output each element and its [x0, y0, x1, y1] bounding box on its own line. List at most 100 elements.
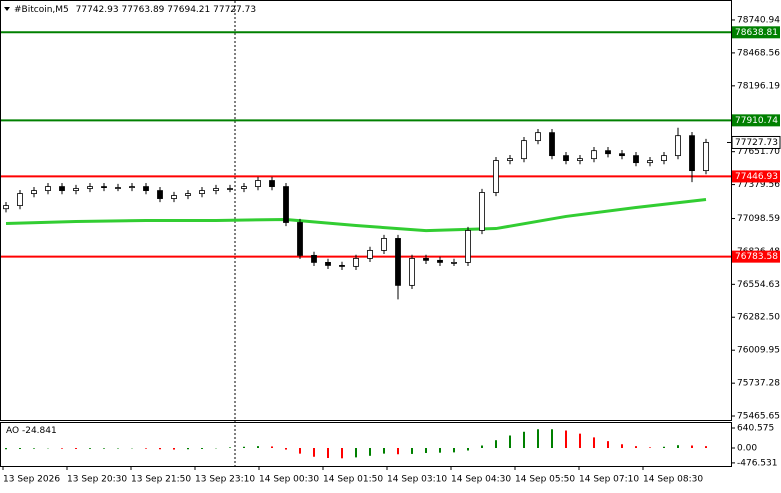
ao-header: AO -24.841	[6, 426, 57, 436]
level-label: 77446.93	[735, 172, 778, 182]
candle-body	[143, 186, 149, 191]
candle-body	[283, 186, 289, 223]
candle-body	[493, 160, 499, 193]
candle-body	[535, 132, 541, 142]
current-price-label: 77727.73	[735, 138, 778, 148]
candle-body	[185, 193, 191, 196]
y-tick-label: 77098.59	[737, 214, 780, 224]
ao-title: AO	[6, 426, 19, 436]
candle-body	[381, 238, 387, 251]
open-value: 77742.93	[76, 5, 119, 15]
y-tick-label: 76554.63	[737, 280, 780, 290]
x-tick-label: 14 Sep 05:50	[515, 475, 575, 485]
candle-body	[563, 155, 569, 161]
candle-body	[17, 193, 23, 206]
candle-body	[619, 153, 625, 157]
candle-body	[311, 254, 317, 263]
moving-average	[5, 198, 707, 233]
ao-value: -24.841	[22, 426, 57, 436]
candle-body	[521, 140, 527, 160]
candle-body	[661, 155, 667, 161]
y-tick-label: 76009.95	[737, 346, 780, 356]
candle-body	[227, 188, 233, 190]
candle-body	[73, 188, 79, 191]
candle-body	[423, 258, 429, 261]
candle-body	[59, 186, 65, 191]
level-label: 76783.58	[735, 252, 778, 262]
level-label-box	[732, 26, 780, 39]
main-frame	[0, 0, 732, 421]
ao-tick-label: 640.575	[737, 423, 774, 433]
symbol: #Bitcoin,M5	[14, 5, 69, 15]
candle-body	[437, 259, 443, 263]
candle-body	[297, 222, 303, 256]
candle-body	[353, 258, 359, 267]
y-tick-label: 78740.94	[737, 15, 780, 25]
x-tick-label: 14 Sep 04:30	[451, 475, 511, 485]
candle-body	[129, 186, 135, 188]
x-tick-label: 14 Sep 01:50	[323, 475, 383, 485]
candle-body	[171, 195, 177, 199]
candle-body	[465, 230, 471, 263]
candle-body	[633, 155, 639, 164]
candle-body	[31, 190, 37, 194]
candle-body	[605, 150, 611, 155]
y-tick-label: 76282.50	[737, 313, 780, 323]
candle-body	[367, 250, 373, 259]
current-price-box	[731, 135, 781, 149]
x-tick-label: 13 Sep 2026	[3, 475, 60, 485]
x-tick-label: 14 Sep 08:30	[643, 475, 703, 485]
low-value: 77694.21	[167, 5, 210, 15]
x-tick-label: 14 Sep 03:10	[387, 475, 447, 485]
candle-body	[101, 186, 107, 188]
level-label-box	[732, 114, 780, 127]
candle-body	[241, 186, 247, 189]
candle-body	[157, 190, 163, 199]
candle-body	[199, 190, 205, 194]
candle-body	[339, 265, 345, 267]
ao-tick-label: 0.00	[737, 444, 757, 454]
y-tick-label: 77651.70	[737, 147, 780, 157]
candle-body	[325, 262, 331, 266]
level-label-box	[732, 170, 780, 183]
y-tick-label: 77379.56	[737, 180, 780, 190]
candle-body	[647, 160, 653, 164]
candle-body	[395, 238, 401, 286]
candle-body	[507, 158, 513, 161]
close-value: 77727.73	[213, 5, 256, 15]
level-label-box	[732, 250, 780, 263]
x-tick-label: 14 Sep 07:10	[579, 475, 639, 485]
candle-body	[115, 187, 121, 189]
candle-body	[703, 142, 709, 172]
x-tick-label: 14 Sep 00:30	[259, 475, 319, 485]
candle-body	[689, 135, 695, 172]
x-tick-label: 13 Sep 21:50	[131, 475, 191, 485]
candle-body	[255, 180, 261, 187]
candle-body	[479, 192, 485, 231]
x-tick-label: 13 Sep 20:30	[67, 475, 127, 485]
y-tick-label: 78196.19	[737, 81, 780, 91]
candle-body	[213, 188, 219, 191]
candle-body	[409, 258, 415, 286]
candle-body	[269, 180, 275, 187]
candle-body	[87, 186, 93, 189]
candle-body	[451, 262, 457, 264]
level-label: 77910.74	[735, 116, 778, 126]
candle-body	[591, 150, 597, 160]
level-label: 78638.81	[735, 28, 778, 38]
y-tick-label: 75737.28	[737, 379, 780, 389]
candle-body	[675, 135, 681, 157]
chart-header: #Bitcoin,M5 77742.93 77763.89 77694.21 7…	[14, 5, 256, 15]
menu-arrow	[4, 7, 10, 11]
y-tick-label: 75465.65	[737, 412, 780, 422]
ao-frame	[0, 422, 732, 467]
candle-body	[45, 186, 51, 191]
x-tick-label: 13 Sep 23:10	[195, 475, 255, 485]
ao-tick-label: -476.531	[737, 458, 777, 468]
high-value: 77763.89	[121, 5, 164, 15]
y-tick-label: 78468.56	[737, 48, 780, 58]
candle-body	[549, 132, 555, 157]
candle-body	[3, 205, 9, 210]
candle-body	[577, 158, 583, 161]
